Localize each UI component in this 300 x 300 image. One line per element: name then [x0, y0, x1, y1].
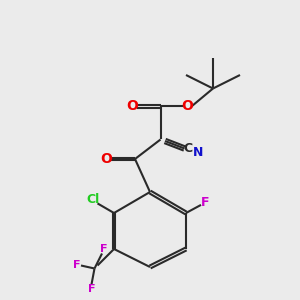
Text: F: F	[100, 244, 107, 254]
Text: O: O	[100, 152, 112, 166]
Text: Cl: Cl	[86, 193, 100, 206]
Text: F: F	[201, 196, 210, 209]
Text: O: O	[126, 100, 138, 113]
Text: O: O	[182, 100, 194, 113]
Text: C: C	[183, 142, 192, 155]
Text: F: F	[88, 284, 95, 295]
Text: F: F	[73, 260, 80, 271]
Text: N: N	[193, 146, 203, 160]
